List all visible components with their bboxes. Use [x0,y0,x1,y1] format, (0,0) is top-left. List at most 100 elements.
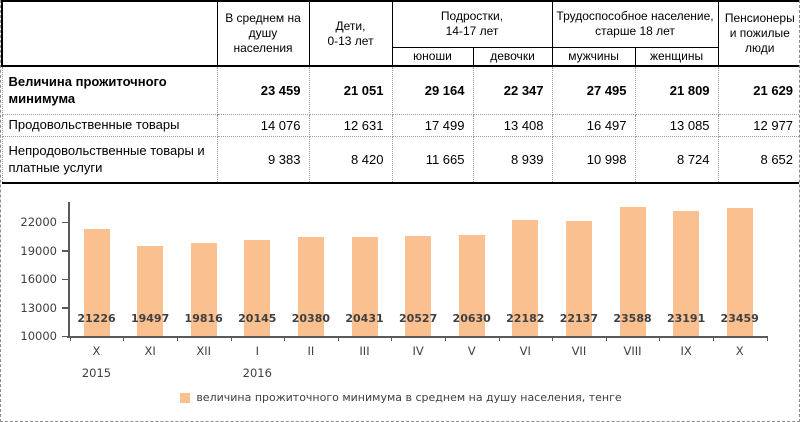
col-subheader-girls: девочки [472,46,553,67]
y-axis-tick-label: 13000 [20,300,57,315]
bar-value-label: 20527 [398,312,438,325]
x-axis-tick [444,336,446,341]
bar-I-3 [244,239,271,336]
x-axis-tick [284,336,286,341]
x-axis-tick [659,336,661,341]
x-axis-year-label: 2015 [81,366,112,380]
y-axis-tick-label: 10000 [20,329,57,343]
cell-value: 12 631 [308,113,393,137]
row-label: Непродовольственные товары и платные усл… [1,135,218,184]
cell-value: 10 998 [551,135,636,184]
x-axis-tick [337,336,339,341]
cell-value: 13 408 [472,113,553,137]
table-corner-cell [1,0,218,67]
bar-value-label: 19497 [130,312,170,325]
bar-VII-9 [565,220,592,336]
x-axis-tick [712,336,714,341]
bar-value-label: 19816 [184,312,223,325]
table-row-total-minimum: Величина прожиточного минимума 23 459 21… [1,65,799,115]
y-axis-tick [62,307,68,309]
bar-value-label: 23588 [613,312,652,325]
x-axis-category-label: XII [196,344,212,358]
col-header-children: Дети, 0-13 лет [308,0,393,67]
subsistence-minimum-bar-chart: величина прожиточного минимума в среднем… [1,188,799,421]
cell-value: 14 076 [216,113,310,137]
legend-swatch [180,392,191,403]
x-axis-year-label: 2016 [242,366,272,380]
bar-value-label: 22137 [559,312,599,325]
y-axis-tick-label: 22000 [20,215,57,229]
cell-value: 17 499 [391,113,474,137]
x-axis-category-label: V [467,344,476,358]
cell-value: 21 051 [308,65,393,115]
x-axis-category-label: II [307,344,315,358]
bar-value-label: 23191 [666,312,706,325]
cell-value: 8 420 [308,135,393,184]
y-axis-tick [62,278,68,280]
x-axis-tick [391,336,393,341]
x-axis-category-label: VII [571,344,587,358]
bar-IX-11 [673,210,700,336]
x-axis-tick [176,336,178,341]
bar-value-label: 20145 [238,312,277,325]
x-axis-category-label: I [255,344,259,358]
row-label: Величина прожиточного минимума [1,65,218,115]
cell-value: 8 652 [717,135,799,184]
col-subheader-boys: юноши [391,46,474,67]
cell-value: 8 939 [472,135,553,184]
legend-label: величина прожиточного минимума в среднем… [196,391,622,404]
table-row-food-products: Продовольственные товары 14 076 12 631 1… [1,113,799,137]
chart-legend: величина прожиточного минимума в среднем… [1,391,799,404]
x-axis-category-label: X [92,344,101,358]
cell-value: 13 085 [634,113,719,137]
cell-value: 23 459 [216,65,310,115]
bar-X-12 [726,208,753,336]
bar-IV-6 [405,235,432,336]
x-axis-tick [552,336,554,341]
x-axis-category-label: VI [519,344,531,358]
cell-value: 9 383 [216,135,310,184]
x-axis-tick [498,336,500,341]
y-axis-line [68,202,70,336]
y-axis-tick-label: 16000 [20,272,57,286]
bar-XI-1 [137,245,164,336]
x-axis-category-label: IX [680,344,692,358]
table-row-nonfood-services: Непродовольственные товары и платные усл… [1,135,799,184]
cell-value: 22 347 [472,65,553,115]
bar-value-label: 23459 [720,312,759,325]
cell-value: 29 164 [391,65,474,115]
x-axis-category-label: XI [144,344,156,358]
bar-value-label: 22182 [506,312,545,325]
col-header-pensioners: Пенсионеры и пожилые люди [717,0,799,67]
bar-value-label: 20431 [345,312,384,325]
y-axis-tick [62,250,68,252]
bar-X-0 [83,229,110,336]
x-axis-line [67,336,768,338]
cell-value: 11 665 [391,135,474,184]
subsistence-minimum-table: В среднем на душу населения Дети, 0-13 л… [1,0,799,184]
x-axis-category-label: IV [412,344,424,358]
bar-value-label: 20630 [452,312,491,325]
x-axis-tick [230,336,232,341]
bar-value-label: 21226 [77,312,116,325]
cell-value: 21 629 [717,65,799,115]
cell-value: 27 495 [551,65,636,115]
x-axis-category-label: III [359,344,370,358]
x-axis-category-label: X [735,344,744,358]
cell-value: 21 809 [634,65,719,115]
cell-value: 8 724 [634,135,719,184]
y-axis-tick [62,221,68,223]
col-subheader-women: женщины [634,46,719,67]
y-axis-tick [62,335,68,337]
col-header-teens: Подростки, 14-17 лет [391,0,553,48]
row-label: Продовольственные товары [1,113,218,137]
col-header-avg-per-capita: В среднем на душу населения [216,0,310,67]
bar-III-5 [351,236,378,336]
bar-value-label: 20380 [291,312,331,325]
x-axis-tick [123,336,125,341]
cell-value: 12 977 [717,113,799,137]
bar-XII-2 [190,242,217,336]
x-axis-tick [605,336,607,341]
col-header-working-age: Трудоспособное население, старше 18 лет [551,0,719,48]
